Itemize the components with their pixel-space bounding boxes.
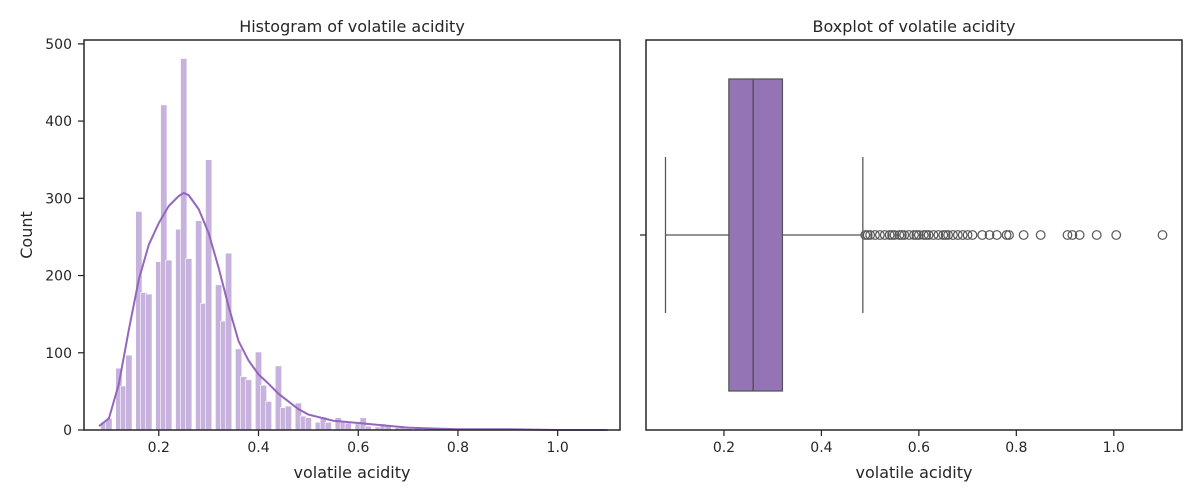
outlier-point [1004,230,1014,240]
histogram-bar [324,421,332,431]
outlier-point [1018,230,1029,240]
outlier-point [977,230,988,240]
outlier-point [889,230,900,240]
outlier-point [862,230,873,240]
outlier-point [923,230,934,240]
x-tick-label: 0.6 [908,440,930,456]
histogram-bar [185,258,193,431]
outlier-point [860,230,871,240]
histogram-bar [205,159,213,431]
kde-curve [98,191,608,431]
boxplot-x-ticks: 0.2 0.4 0.6 0.8 1.0 [713,430,1125,456]
histogram-y-label: Count [17,211,36,259]
outlier-point [962,230,973,240]
x-tick-label: 0.4 [810,440,832,456]
outlier-point [940,230,951,240]
boxplot-outliers [860,230,1168,240]
outlier-point [1091,230,1102,240]
histogram-bar [304,417,312,431]
outlier-point [874,230,885,240]
outlier-point [957,230,968,240]
outlier-point [933,230,944,240]
outlier-point [938,230,949,240]
outlier-point [948,230,958,240]
histogram-bar [125,354,133,431]
x-tick-label: 0.4 [247,440,269,456]
boxplot-title: Boxplot of volatile acidity [813,17,1016,36]
interquartile-box [728,78,784,392]
boxplot-panel: Boxplot of volatile acidity 0.2 0.4 0.6 0.8… [640,17,1183,482]
outlier-point [991,230,1002,240]
outlier-point [928,230,939,240]
histogram-panel: Histogram of volatile acidity 0.2 0.4 0.6 0… [17,17,621,482]
y-tick-label: 200 [45,269,72,285]
histogram-bar [165,259,173,431]
histogram-x-label: volatile acidity [294,463,411,482]
x-tick-label: 1.0 [547,440,569,456]
histogram-bars [100,58,612,431]
x-tick-label: 1.0 [1103,440,1125,456]
x-tick-label: 0.6 [347,440,369,456]
outlier-point [904,230,915,240]
outlier-point [952,230,963,240]
outlier-point [887,230,897,240]
y-tick-label: 300 [45,191,72,207]
outlier-point [911,230,922,240]
outlier-point [984,230,995,240]
outlier-point [1111,230,1122,240]
outlier-point [1001,230,1012,240]
outlier-point [909,230,919,240]
outlier-point [1035,230,1046,240]
x-tick-label: 0.2 [148,440,170,456]
histogram-bar [344,422,352,431]
outlier-point [879,230,890,240]
histogram-axes-frame [83,39,621,431]
histogram-bar [225,252,233,431]
outlier-point [899,230,910,240]
x-tick-label: 0.2 [713,440,735,456]
histogram-bar [245,379,253,431]
boxplot-x-label: volatile acidity [856,463,973,482]
histogram-bar [145,293,153,431]
outlier-point [870,230,880,240]
outlier-point [896,230,907,240]
outlier-point [894,230,905,240]
x-tick-label: 0.8 [1005,440,1027,456]
outlier-point [921,230,932,240]
boxplot-body [664,78,864,392]
x-tick-label: 0.8 [447,440,469,456]
outlier-point [1074,230,1085,240]
outlier-point [884,230,895,240]
outlier-point [1067,230,1078,240]
histogram-y-ticks: 0 100 200 300 400 500 [45,37,84,439]
outlier-point [943,230,954,240]
y-tick-label: 400 [45,114,72,130]
outlier-point [918,230,929,240]
y-tick-label: 500 [45,37,72,53]
outlier-point [1062,230,1073,240]
y-tick-label: 0 [63,423,72,439]
histogram-title: Histogram of volatile acidity [239,17,465,36]
outlier-point [865,230,876,240]
y-tick-label: 100 [45,346,72,362]
outlier-point [913,230,924,240]
histogram-x-ticks: 0.2 0.4 0.6 0.8 1.0 [148,430,569,456]
histogram-bar [284,405,292,431]
histogram-bar [264,401,272,431]
outlier-point [967,230,978,240]
outlier-point [1157,230,1168,240]
